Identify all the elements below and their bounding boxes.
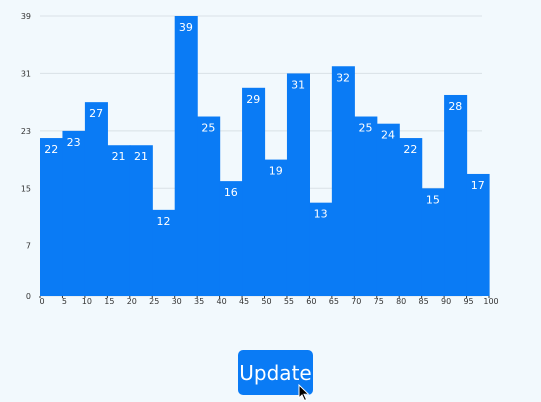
y-tick-label: 23 (21, 127, 31, 136)
x-tick-label: 95 (463, 297, 473, 306)
bar (309, 202, 333, 296)
x-tick-label: 85 (419, 297, 429, 306)
bar (219, 181, 243, 296)
x-tick-label: 90 (441, 297, 451, 306)
bar (174, 16, 198, 296)
bar-value-label: 15 (426, 193, 440, 206)
bar (40, 138, 64, 296)
bar (107, 145, 131, 296)
bar-value-label: 13 (314, 208, 328, 221)
x-tick-label: 25 (149, 297, 159, 306)
bar (421, 188, 445, 296)
bar (152, 209, 176, 296)
x-tick-label: 10 (82, 297, 92, 306)
x-tick-label: 35 (194, 297, 204, 306)
y-axis-ticks: 0 7 15 23 31 39 (21, 12, 31, 301)
bar-value-label: 39 (179, 21, 193, 34)
x-tick-label: 65 (329, 297, 339, 306)
bar (242, 87, 266, 297)
x-tick-label: 45 (239, 297, 249, 306)
y-tick-label: 15 (21, 184, 31, 193)
bar-value-label: 17 (471, 179, 485, 192)
y-tick-label: 7 (26, 242, 31, 251)
bar-value-label: 27 (89, 107, 103, 120)
x-tick-label: 20 (127, 297, 137, 306)
bar-value-label: 16 (224, 186, 238, 199)
bar (197, 116, 221, 296)
x-tick-label: 5 (62, 297, 67, 306)
bar (62, 130, 86, 296)
x-tick-label: 0 (39, 297, 44, 306)
chart-data-labels: 22 23 27 21 21 12 39 25 16 29 19 31 13 32 25 24 22 15 28 17 (44, 21, 485, 228)
bar (84, 102, 108, 297)
x-tick-label: 80 (396, 297, 406, 306)
bar-value-label: 29 (246, 93, 260, 106)
x-axis-ticks: 0 5 10 15 20 25 30 35 40 45 50 55 60 65 70 75 80 85 90 95 10… (39, 296, 499, 306)
bar-value-label: 31 (291, 78, 305, 91)
bar-value-label: 32 (336, 71, 350, 84)
y-tick-label: 31 (21, 69, 31, 78)
bar-value-label: 12 (156, 215, 170, 228)
x-tick-label: 75 (374, 297, 384, 306)
x-tick-label: 50 (261, 297, 271, 306)
bar (354, 116, 378, 296)
bar-value-label: 23 (67, 136, 81, 149)
bar-value-label: 24 (381, 129, 395, 142)
bar (129, 145, 153, 296)
bar-chart: 22 23 27 21 21 12 39 25 16 29 19 31 13 32 25 24 22 15 28 17… (21, 12, 499, 306)
y-tick-label: 0 (26, 292, 31, 301)
bar-value-label: 19 (269, 165, 283, 178)
cursor-icon (298, 384, 310, 402)
bar-value-label: 22 (44, 143, 58, 156)
bar (286, 73, 310, 296)
bar (264, 159, 288, 296)
x-tick-label: 30 (172, 297, 182, 306)
bar (444, 94, 468, 296)
bar-value-label: 21 (112, 150, 126, 163)
x-tick-label: 55 (284, 297, 294, 306)
bar (399, 138, 423, 296)
bar-value-label: 21 (134, 150, 148, 163)
bar-value-label: 28 (448, 100, 462, 113)
bar (331, 66, 355, 296)
x-tick-label: 15 (104, 297, 114, 306)
bar (376, 123, 400, 296)
bar-value-label: 25 (201, 122, 215, 135)
x-tick-label: 40 (217, 297, 227, 306)
bar (466, 173, 490, 296)
x-tick-label: 100 (483, 297, 498, 306)
bar-value-label: 22 (403, 143, 417, 156)
bar-value-label: 25 (359, 122, 373, 135)
chart-bars (40, 16, 490, 297)
x-tick-label: 70 (351, 297, 361, 306)
x-tick-label: 60 (306, 297, 316, 306)
y-tick-label: 39 (21, 12, 31, 21)
